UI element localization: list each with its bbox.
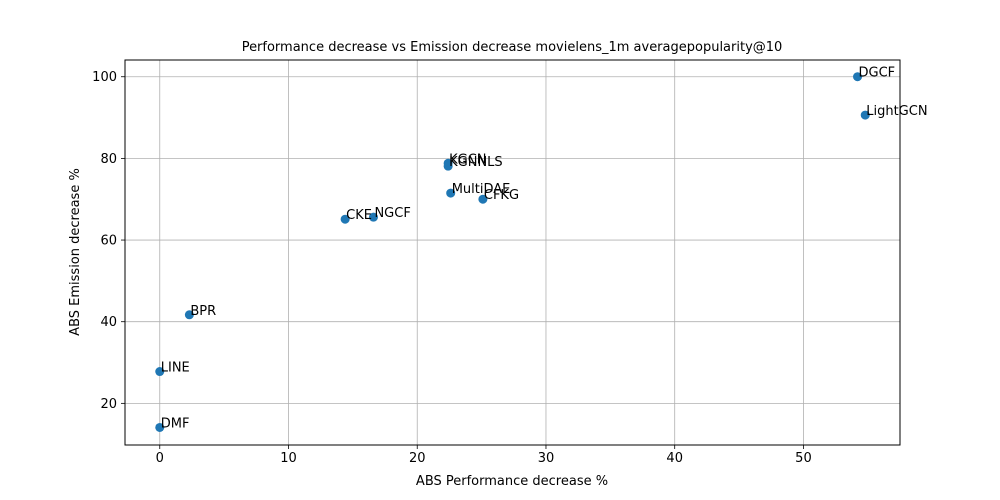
point-label: CFKG xyxy=(484,188,519,203)
point-label: DGCF xyxy=(859,66,896,81)
plot-frame xyxy=(124,59,901,446)
y-tick-label: 100 xyxy=(92,70,117,85)
point-label: CKE xyxy=(346,208,372,223)
x-axis-label: ABS Performance decrease % xyxy=(416,474,608,489)
point-label: KGCN xyxy=(449,152,486,167)
point-label: DMF xyxy=(161,416,190,431)
x-ticks: 0 10 20 30 40 50 xyxy=(156,445,812,466)
point-label: LightGCN xyxy=(866,104,927,119)
data-point xyxy=(155,367,165,377)
x-tick-label: 50 xyxy=(795,451,812,466)
x-tick-label: 40 xyxy=(666,451,683,466)
y-tick-label: 60 xyxy=(100,234,117,249)
point-label: KGNNLS xyxy=(449,155,503,170)
y-ticks: 20 40 60 80 100 xyxy=(92,70,125,412)
data-point xyxy=(478,194,488,204)
x-tick-label: 20 xyxy=(409,451,426,466)
data-point xyxy=(443,161,453,171)
data-point xyxy=(340,214,350,224)
point-label: LINE xyxy=(161,361,190,376)
y-tick-label: 20 xyxy=(100,397,117,412)
data-points xyxy=(155,72,870,432)
x-tick-label: 30 xyxy=(538,451,555,466)
y-axis-label: ABS Emission decrease % xyxy=(68,168,83,336)
data-point xyxy=(860,110,870,120)
data-point xyxy=(368,212,378,222)
data-point xyxy=(155,422,165,432)
chart-title: Performance decrease vs Emission decreas… xyxy=(242,40,783,55)
y-tick-label: 80 xyxy=(100,152,117,167)
data-point xyxy=(184,310,194,320)
point-label: MultiDAE xyxy=(452,182,511,197)
x-tick-label: 10 xyxy=(280,451,297,466)
point-label: BPR xyxy=(190,304,216,319)
y-tick-label: 40 xyxy=(100,315,117,330)
data-point xyxy=(446,188,456,198)
x-tick-label: 0 xyxy=(156,451,164,466)
grid xyxy=(125,60,900,445)
data-point xyxy=(853,72,863,82)
point-label: NGCF xyxy=(374,206,410,221)
